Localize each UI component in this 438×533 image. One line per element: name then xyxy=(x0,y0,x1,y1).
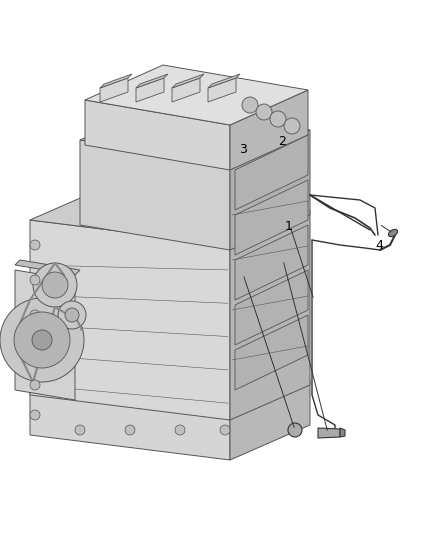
Circle shape xyxy=(65,308,79,322)
Circle shape xyxy=(270,111,286,127)
Polygon shape xyxy=(230,90,308,170)
Polygon shape xyxy=(230,130,310,250)
Circle shape xyxy=(58,301,86,329)
Text: 4: 4 xyxy=(375,239,383,252)
Polygon shape xyxy=(235,180,308,255)
Polygon shape xyxy=(80,140,230,250)
Circle shape xyxy=(288,423,302,437)
Circle shape xyxy=(30,240,40,250)
Polygon shape xyxy=(208,74,240,88)
Text: 1: 1 xyxy=(285,220,293,233)
Polygon shape xyxy=(230,210,310,420)
Circle shape xyxy=(42,272,68,298)
Polygon shape xyxy=(136,78,164,102)
Polygon shape xyxy=(340,428,345,437)
Circle shape xyxy=(33,263,77,307)
Polygon shape xyxy=(80,105,310,165)
Polygon shape xyxy=(30,185,310,245)
Circle shape xyxy=(30,345,40,355)
Polygon shape xyxy=(15,260,80,275)
Circle shape xyxy=(30,310,40,320)
Text: 3: 3 xyxy=(239,143,247,156)
Circle shape xyxy=(75,425,85,435)
Circle shape xyxy=(242,97,258,113)
Circle shape xyxy=(175,425,185,435)
Circle shape xyxy=(30,410,40,420)
Polygon shape xyxy=(30,220,230,420)
Polygon shape xyxy=(172,74,204,88)
Polygon shape xyxy=(100,78,128,102)
Polygon shape xyxy=(235,135,308,210)
Polygon shape xyxy=(235,315,308,390)
Polygon shape xyxy=(85,65,308,125)
Polygon shape xyxy=(85,100,230,170)
Circle shape xyxy=(0,298,84,382)
Text: 2: 2 xyxy=(279,135,286,148)
Circle shape xyxy=(14,312,70,368)
Polygon shape xyxy=(30,355,310,415)
Polygon shape xyxy=(172,78,200,102)
Polygon shape xyxy=(235,225,308,300)
Polygon shape xyxy=(30,390,230,460)
Polygon shape xyxy=(15,270,75,400)
Polygon shape xyxy=(318,428,340,438)
Circle shape xyxy=(125,425,135,435)
Polygon shape xyxy=(136,74,168,88)
Circle shape xyxy=(32,330,52,350)
Circle shape xyxy=(30,275,40,285)
Polygon shape xyxy=(208,78,236,102)
Polygon shape xyxy=(100,74,132,88)
Polygon shape xyxy=(235,270,308,345)
Circle shape xyxy=(256,104,272,120)
Polygon shape xyxy=(230,380,310,460)
Circle shape xyxy=(220,425,230,435)
Ellipse shape xyxy=(389,229,398,237)
Circle shape xyxy=(30,380,40,390)
Circle shape xyxy=(284,118,300,134)
